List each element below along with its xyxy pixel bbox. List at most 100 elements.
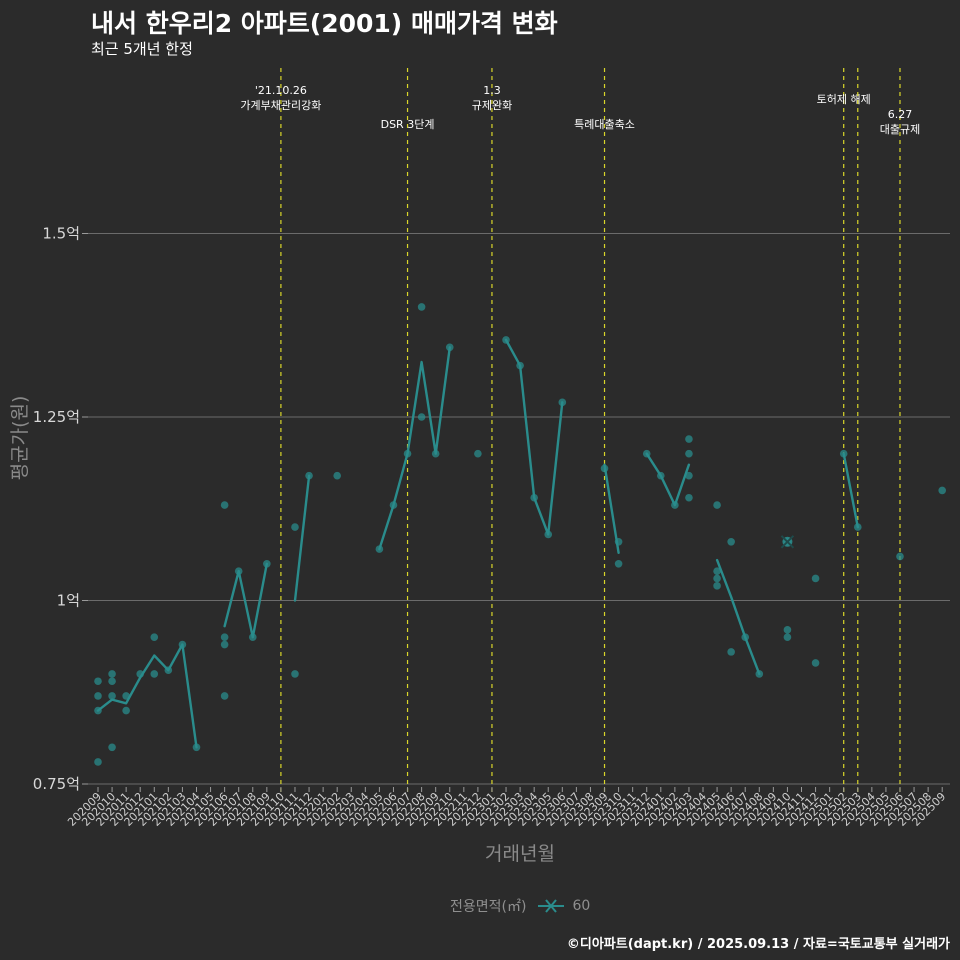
data-point-0-57 bbox=[755, 670, 764, 678]
data-point-0-36 bbox=[516, 361, 524, 370]
data-point-0-47 bbox=[685, 471, 693, 480]
data-point-0-38 bbox=[544, 530, 553, 539]
series-line-0-3 bbox=[378, 346, 451, 551]
data-point-0-8 bbox=[122, 706, 130, 715]
chart-subtitle: 최근 5개년 한정 bbox=[91, 40, 193, 58]
data-point-0-17 bbox=[220, 640, 229, 649]
event-label-1-0: DSR 3단계 bbox=[381, 118, 435, 131]
data-point-0-5 bbox=[108, 692, 116, 700]
data-point-0-23 bbox=[291, 670, 299, 678]
data-point-0-64 bbox=[853, 523, 862, 531]
data-point-0-65 bbox=[896, 552, 904, 561]
data-point-0-3 bbox=[94, 677, 102, 686]
data-point-0-32 bbox=[431, 449, 440, 458]
data-point-0-27 bbox=[375, 545, 384, 553]
data-point-0-30 bbox=[417, 413, 426, 421]
data-point-0-62 bbox=[811, 574, 820, 583]
series-line-layer bbox=[96, 338, 859, 749]
data-point-0-28 bbox=[389, 501, 398, 509]
y-axis: 0.75억 1억 1.25억 1.5억 bbox=[33, 225, 88, 793]
data-point-0-58 bbox=[783, 633, 792, 641]
data-point-0-59 bbox=[783, 626, 792, 634]
y-tick-label-2: 1.25억 bbox=[33, 408, 80, 426]
event-label-0-1: 가계부채관리강화 bbox=[240, 99, 321, 112]
data-point-0-42 bbox=[614, 537, 623, 546]
event-label-2-0: 1.3 bbox=[483, 84, 501, 97]
data-point-0-37 bbox=[530, 493, 538, 502]
data-point-0-46 bbox=[685, 493, 693, 502]
data-point-0-34 bbox=[474, 449, 482, 458]
legend-entry-60: 60 bbox=[572, 898, 591, 914]
y-axis-title: 평균가(원) bbox=[9, 396, 31, 481]
data-point-0-2 bbox=[94, 692, 102, 700]
legend: 전용면적(㎡) 60 bbox=[450, 896, 590, 916]
data-point-0-29 bbox=[403, 449, 412, 458]
data-point-0-56 bbox=[741, 633, 750, 641]
data-point-0-44 bbox=[657, 471, 665, 480]
x-axis-title: 거래년월 bbox=[485, 843, 555, 865]
series-line-0-1 bbox=[223, 562, 268, 639]
series-line-0-0 bbox=[96, 643, 198, 749]
series-line-0-4 bbox=[504, 338, 564, 536]
data-point-0-66 bbox=[938, 486, 946, 495]
data-point-0-48 bbox=[685, 449, 693, 458]
data-point-0-45 bbox=[671, 501, 679, 509]
event-label-6-1: 대출규제 bbox=[880, 123, 920, 136]
data-point-0-19 bbox=[220, 501, 229, 509]
data-point-0-11 bbox=[150, 670, 159, 678]
legend-title: 전용면적(㎡) bbox=[450, 899, 527, 915]
series-line-0-7 bbox=[715, 558, 761, 676]
data-point-0-52 bbox=[713, 567, 721, 575]
y-tick-label-3: 1.5억 bbox=[42, 225, 80, 243]
data-point-0-55 bbox=[727, 537, 735, 546]
series-line-0-5 bbox=[603, 463, 620, 554]
data-point-0-40 bbox=[600, 464, 609, 473]
data-point-0-9 bbox=[122, 692, 130, 700]
data-point-0-6 bbox=[108, 677, 116, 686]
data-point-0-35 bbox=[502, 336, 510, 344]
grid-layer bbox=[88, 233, 950, 785]
data-point-0-63 bbox=[839, 449, 848, 458]
data-point-0-49 bbox=[685, 435, 693, 443]
data-point-0-41 bbox=[614, 560, 623, 568]
data-point-0-33 bbox=[445, 343, 454, 352]
data-point-0-15 bbox=[192, 743, 201, 752]
event-label-4-0: 토허제 해제 bbox=[817, 92, 871, 106]
x-axis: 2020092020102020112020122021012021022021… bbox=[65, 787, 948, 829]
event-label-0-0: '21.10.26 bbox=[255, 84, 307, 97]
data-point-0-10 bbox=[136, 670, 145, 678]
cross-marker-b-0 bbox=[780, 535, 795, 549]
data-point-0-50 bbox=[713, 582, 721, 590]
event-label-2-1: 규제완화 bbox=[472, 99, 512, 112]
data-point-0-22 bbox=[263, 560, 271, 568]
data-point-0-0 bbox=[94, 758, 102, 766]
data-point-0-21 bbox=[248, 633, 257, 641]
data-point-0-61 bbox=[811, 659, 820, 667]
series-point-layer bbox=[94, 303, 946, 766]
legend-key-icon bbox=[538, 899, 565, 913]
data-point-0-18 bbox=[220, 633, 229, 641]
series-line-0-8 bbox=[842, 452, 859, 529]
legend-key-cross-b bbox=[545, 899, 558, 913]
data-point-0-16 bbox=[220, 692, 229, 700]
data-point-0-12 bbox=[150, 633, 159, 641]
y-tick-label-1: 1억 bbox=[57, 592, 80, 610]
data-point-0-7 bbox=[108, 670, 116, 678]
y-tick-label-0: 0.75억 bbox=[33, 775, 80, 793]
data-point-0-20 bbox=[234, 567, 243, 575]
data-point-0-13 bbox=[164, 666, 173, 675]
data-point-0-1 bbox=[94, 706, 102, 715]
event-label-6-0: 6.27 bbox=[888, 108, 913, 121]
data-point-0-24 bbox=[291, 523, 299, 531]
data-point-0-54 bbox=[727, 648, 735, 656]
data-point-0-39 bbox=[558, 398, 567, 407]
source-caption: ©디아파트(dapt.kr) / 2025.09.13 / 자료=국토교통부 실… bbox=[566, 937, 950, 952]
chart-title: 내서 한우리2 아파트(2001) 매매가격 변화 bbox=[91, 9, 558, 38]
series-line-0-2 bbox=[293, 474, 311, 602]
data-point-0-43 bbox=[642, 449, 651, 458]
data-point-0-14 bbox=[178, 640, 187, 649]
data-point-0-51 bbox=[713, 574, 721, 583]
data-point-0-4 bbox=[108, 743, 116, 752]
